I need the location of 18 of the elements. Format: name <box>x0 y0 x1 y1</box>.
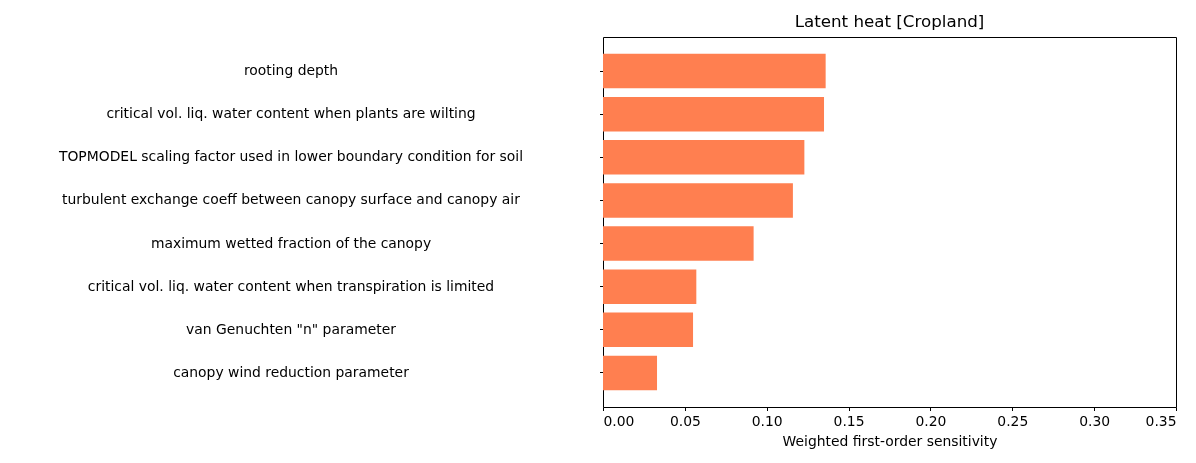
y-tick-label: turbulent exchange coeff between canopy surface and canopy air <box>62 191 521 208</box>
x-tick-label: 0.15 <box>833 413 865 429</box>
y-tick-label: TOPMODEL scaling factor used in lower boundary condition for soil <box>57 148 524 165</box>
x-tick-label: 0.05 <box>669 413 701 429</box>
x-tick-label: 0.20 <box>915 413 947 429</box>
x-tick-label: 0.00 <box>603 413 635 429</box>
y-tick-label: critical vol. liq. water content when plants are wilting <box>106 105 476 122</box>
y-tick-label: maximum wetted fraction of the canopy <box>150 234 432 251</box>
x-tick-label: 0.25 <box>997 413 1029 429</box>
x-tick-label: 0.35 <box>1145 413 1177 429</box>
y-tick-label: van Genuchten "n" parameter <box>186 320 397 337</box>
x-tick-label: 0.30 <box>1079 413 1111 429</box>
x-axis-title: Weighted first-order sensitivity <box>782 432 998 449</box>
y-tick-label: canopy wind reduction parameter <box>173 363 410 380</box>
y-tick-label: rooting depth <box>243 62 339 79</box>
chart-title: Latent heat [Cropland] <box>794 11 985 32</box>
x-tick-label: 0.10 <box>751 413 783 429</box>
y-tick-label: critical vol. liq. water content when transpiration is limited <box>87 277 495 294</box>
